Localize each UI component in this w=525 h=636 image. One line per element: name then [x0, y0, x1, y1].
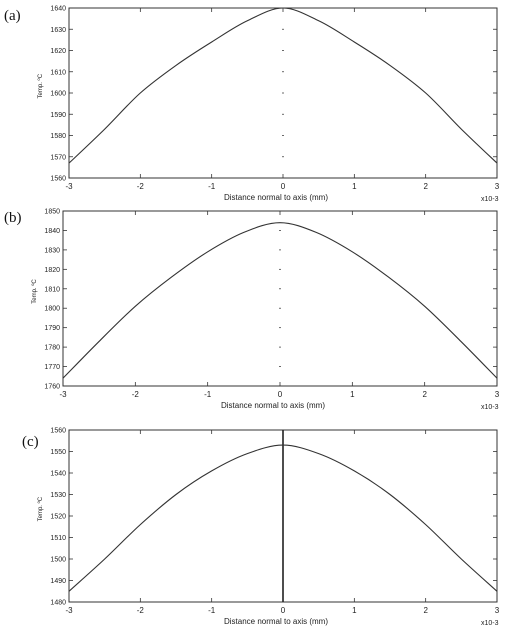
x-tick-label: 0 [281, 606, 286, 615]
x-multiplier: x10-3 [481, 196, 499, 203]
x-tick-label: 1 [352, 606, 357, 615]
x-tick-label: 1 [350, 390, 355, 399]
x-tick-label: 1 [352, 182, 357, 191]
y-tick-label: 1490 [50, 578, 66, 585]
y-tick-label: 1780 [44, 345, 60, 352]
x-tick-label: 0 [281, 182, 286, 191]
x-tick-label: -2 [137, 606, 145, 615]
y-tick-label: 1850 [44, 209, 60, 216]
x-axis-title: Distance normal to axis (mm) [224, 617, 328, 626]
y-tick-label: 1810 [44, 286, 60, 293]
y-tick-label: 1560 [50, 428, 66, 435]
y-tick-label: 1580 [50, 133, 66, 140]
y-tick-label: 1790 [44, 325, 60, 332]
x-tick-label: -3 [65, 182, 73, 191]
x-tick-label: -1 [204, 390, 212, 399]
y-tick-label: 1550 [50, 449, 66, 456]
y-axis-title: Temp. ºC [37, 73, 44, 98]
y-tick-label: 1610 [50, 69, 66, 76]
y-tick-label: 1800 [44, 306, 60, 313]
chart-panel-a: 1560 1570 1580 1590 1600 1610 1620 1630 1640 -3 -2… [4, 6, 500, 204]
y-tick-label: 1760 [44, 384, 60, 391]
temperature-curve [62, 222, 498, 379]
x-tick-label: 2 [423, 606, 428, 615]
y-tick-label: 1570 [50, 154, 66, 161]
y-axis-title: Temp. ºC [37, 496, 44, 521]
y-axis-title: Temp. ºC [31, 279, 38, 304]
x-multiplier: x10-3 [481, 620, 499, 627]
y-tick-label: 1600 [50, 91, 66, 98]
y-tick-label: 1540 [50, 471, 66, 478]
y-tick-label: 1590 [50, 112, 66, 119]
x-tick-label: -3 [59, 390, 67, 399]
y-tick-label: 1620 [50, 48, 66, 55]
y-tick-label: 1530 [50, 492, 66, 499]
y-tick-label: 1640 [50, 6, 66, 13]
x-tick-label: -3 [65, 606, 73, 615]
y-tick-label: 1840 [44, 228, 60, 235]
y-tick-label: 1500 [50, 557, 66, 564]
y-tick-label: 1560 [50, 176, 66, 183]
plot-frame [62, 210, 498, 387]
y-tick-label: 1510 [50, 535, 66, 542]
y-tick-label: 1820 [44, 267, 60, 274]
x-tick-label: 3 [495, 390, 500, 399]
y-tick-label: 1630 [50, 27, 66, 34]
x-tick-label: -1 [208, 606, 216, 615]
temperature-curve [68, 7, 498, 164]
x-axis-title: Distance normal to axis (mm) [224, 193, 328, 202]
x-axis-title: Distance normal to axis (mm) [221, 401, 325, 410]
x-tick-label: -1 [208, 182, 216, 191]
panel-label: (b) [4, 210, 22, 226]
x-tick-label: 3 [495, 606, 500, 615]
chart-panel-b: 1760 1770 1780 1790 1800 1810 1820 1830 1840 1850… [4, 209, 500, 412]
x-multiplier: x10-3 [481, 404, 499, 411]
chart-panel-c: 1480 1490 1500 1510 1520 1530 1540 1550 1560 -3 -2… [22, 428, 500, 628]
x-tick-label: 2 [422, 390, 427, 399]
y-tick-label: 1830 [44, 247, 60, 254]
temperature-curve [68, 444, 498, 592]
x-tick-label: -2 [132, 390, 140, 399]
x-tick-label: 2 [423, 182, 428, 191]
y-tick-label: 1480 [50, 600, 66, 607]
panel-label: (a) [4, 8, 21, 24]
y-tick-label: 1770 [44, 364, 60, 371]
x-tick-label: 3 [495, 182, 500, 191]
panel-label: (c) [22, 434, 39, 450]
x-tick-label: -2 [137, 182, 145, 191]
y-tick-label: 1520 [50, 514, 66, 521]
x-tick-label: 0 [278, 390, 283, 399]
